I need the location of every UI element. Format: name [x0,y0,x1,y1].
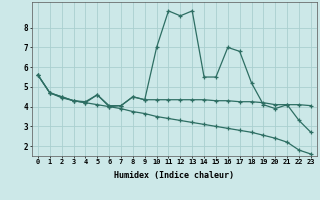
X-axis label: Humidex (Indice chaleur): Humidex (Indice chaleur) [115,171,234,180]
